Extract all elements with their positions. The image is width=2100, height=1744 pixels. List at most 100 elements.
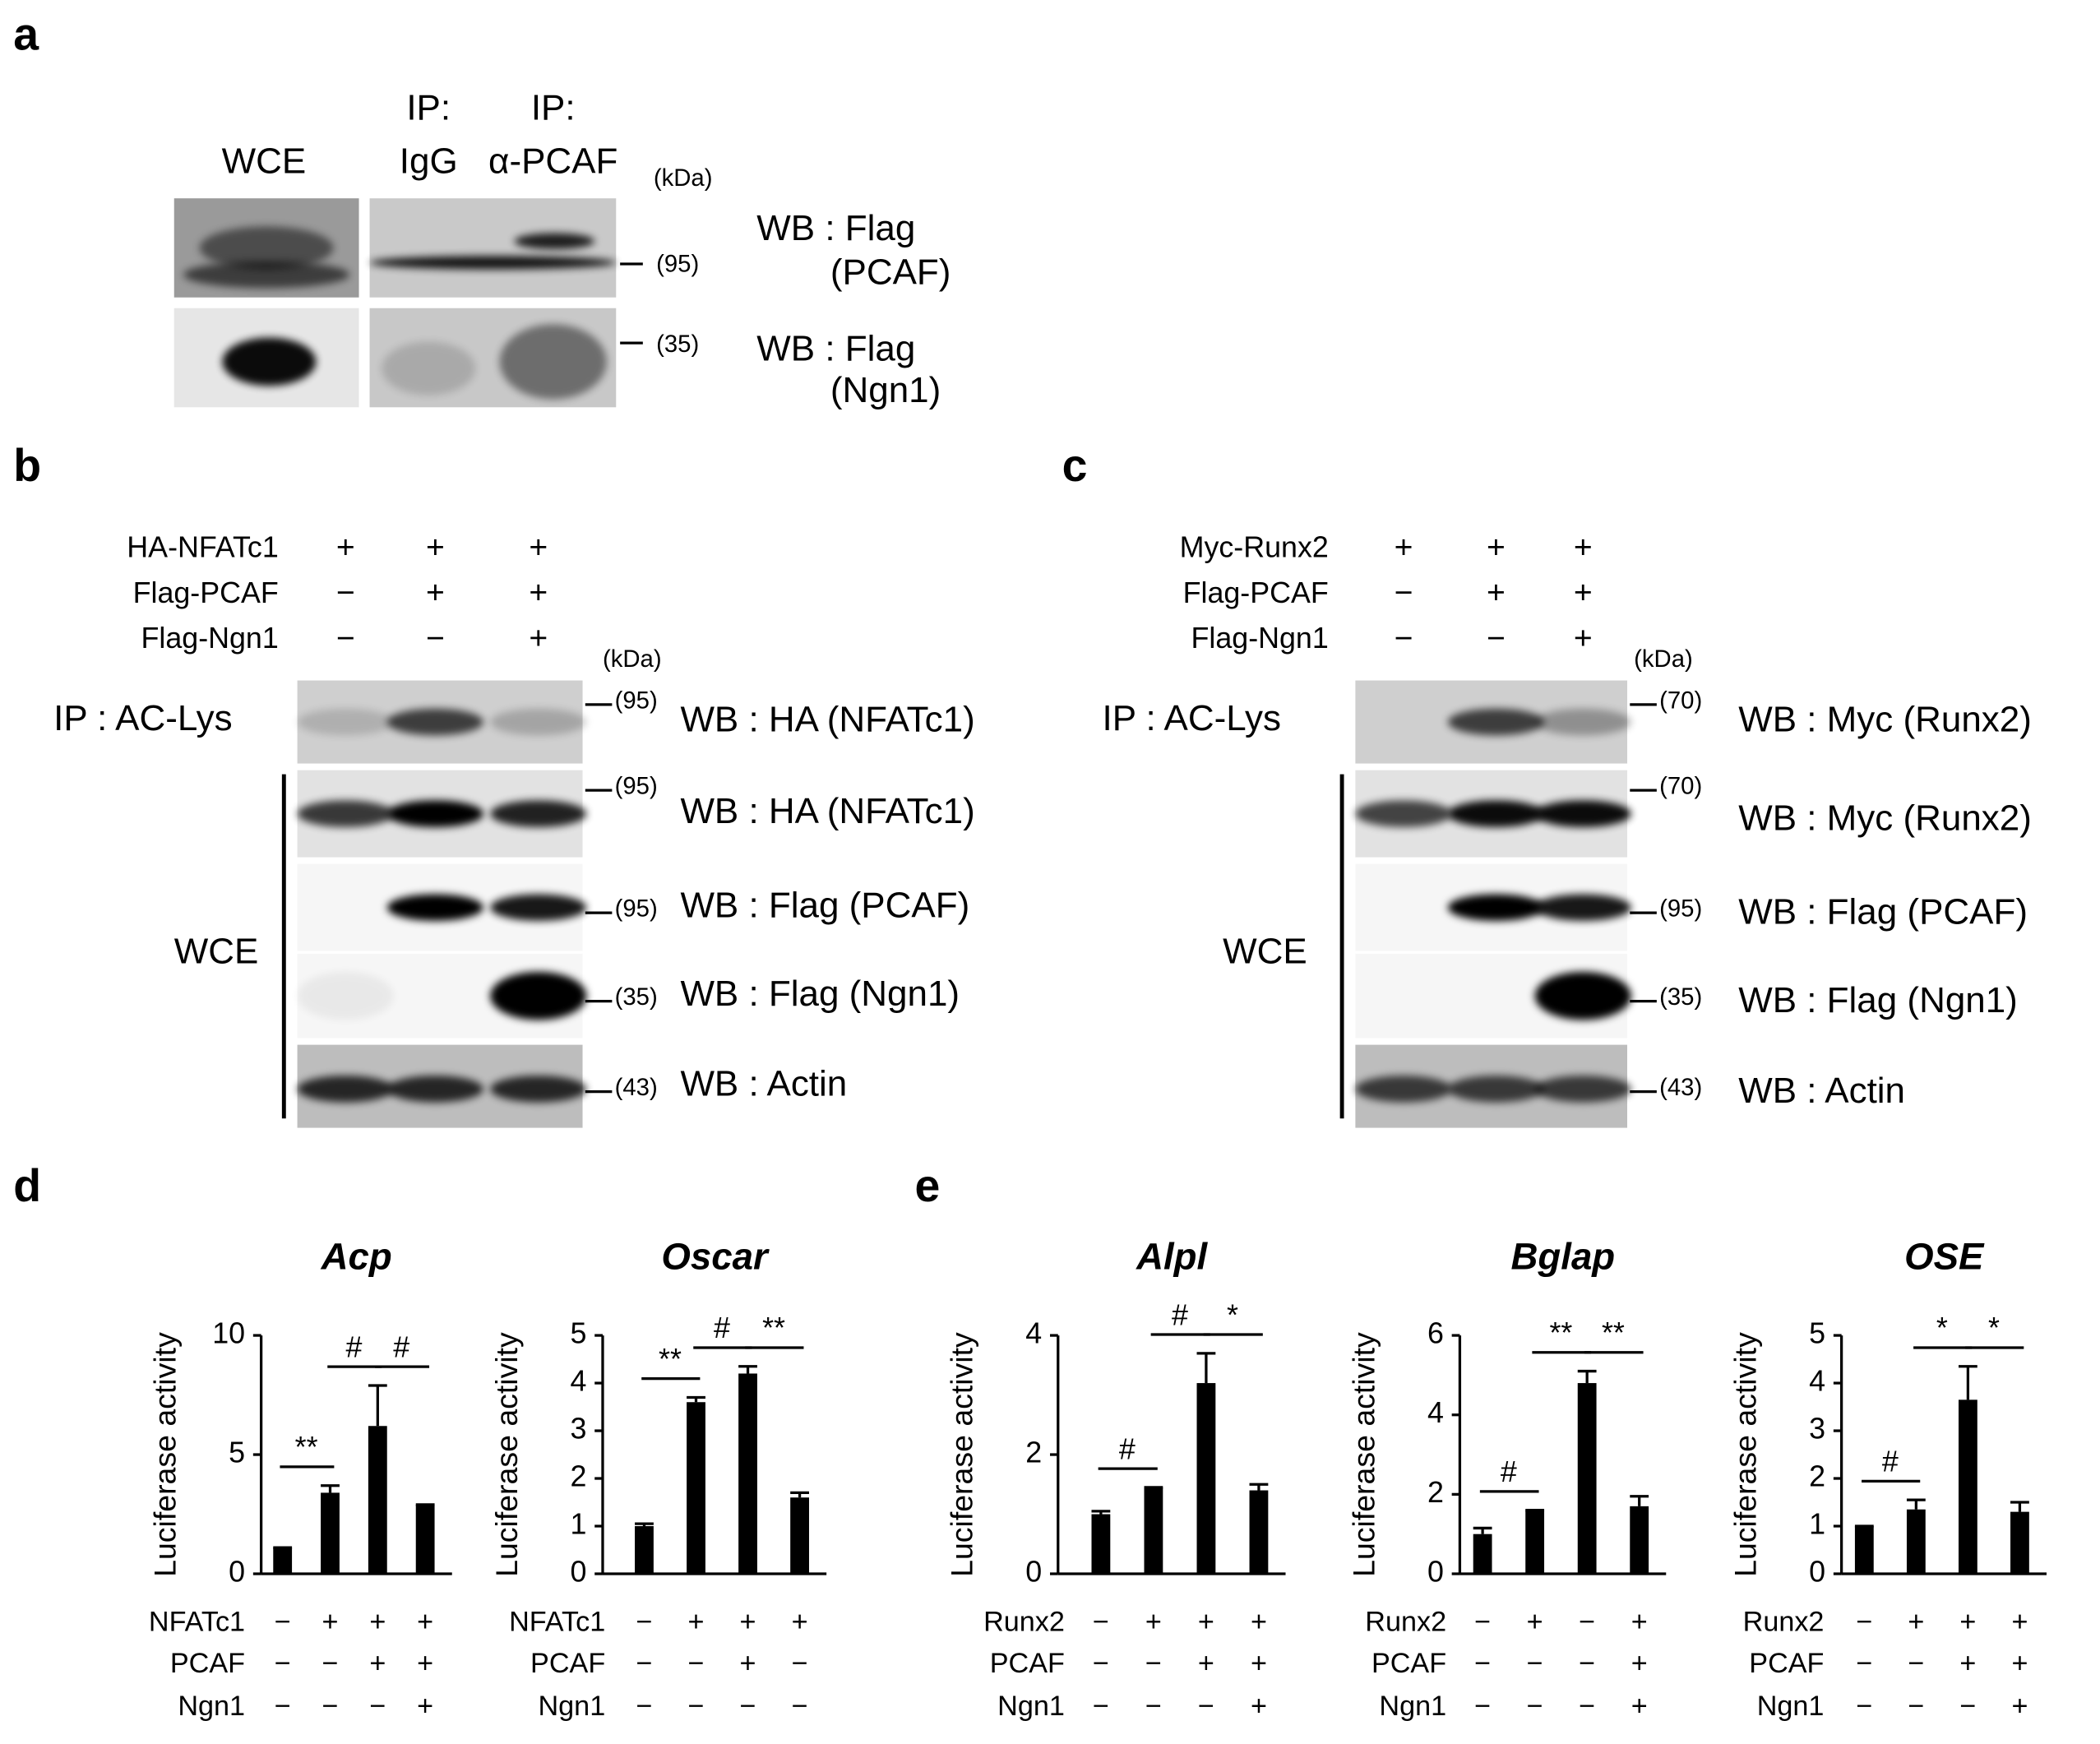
condition-sign: − [322, 1648, 339, 1679]
condition-sign: − [1908, 1648, 1924, 1679]
band [297, 971, 394, 1020]
condition-sign: − [275, 1691, 291, 1722]
condition-name: Ngn1 [538, 1691, 605, 1722]
y-axis-label: Luciferase activity [1346, 1332, 1381, 1577]
significance-label: ** [295, 1431, 318, 1464]
condition-sign: − [1579, 1648, 1595, 1679]
wb-label: WB : Actin [680, 1064, 847, 1104]
significance-label: * [1227, 1298, 1238, 1331]
condition-name: PCAF [170, 1648, 245, 1679]
condition-sign: − [792, 1648, 808, 1679]
panel-label: e [914, 1160, 940, 1211]
condition-name: Flag-PCAF [1183, 576, 1329, 609]
condition-sign: + [1251, 1606, 1267, 1637]
condition-name: Ngn1 [1757, 1691, 1825, 1722]
kda-marker: (95) [615, 773, 658, 800]
significance-label: # [1119, 1432, 1136, 1465]
band [1447, 1076, 1545, 1103]
y-tick-label: 0 [1809, 1555, 1825, 1588]
bar [1249, 1490, 1269, 1575]
condition-sign: + [1631, 1606, 1648, 1637]
condition-sign: + [740, 1648, 756, 1679]
panel-label: c [1062, 440, 1088, 491]
band [386, 800, 484, 827]
condition-sign: − [1579, 1606, 1595, 1637]
band [386, 1076, 484, 1103]
band [297, 800, 394, 827]
condition-sign: − [426, 621, 445, 656]
bar [368, 1426, 387, 1575]
condition-sign: + [336, 530, 355, 565]
significance-label: ** [762, 1311, 785, 1344]
condition-sign: + [1198, 1606, 1214, 1637]
band [369, 256, 617, 270]
band [297, 1076, 394, 1103]
band [1355, 1076, 1452, 1103]
bar [687, 1402, 705, 1575]
condition-name: Runx2 [1365, 1606, 1446, 1637]
condition-sign: + [426, 530, 445, 565]
condition-name: Ngn1 [178, 1691, 245, 1722]
chart-title: Oscar [661, 1235, 770, 1277]
y-axis-label: Luciferase activity [1728, 1332, 1763, 1577]
condition-sign: + [688, 1606, 705, 1637]
wb-target: (PCAF) [830, 252, 951, 293]
band [386, 894, 484, 921]
condition-sign: − [1474, 1691, 1491, 1722]
condition-sign: − [336, 621, 355, 656]
chart-title: Alpl [1136, 1235, 1208, 1277]
y-tick-label: 6 [1427, 1317, 1444, 1350]
condition-sign: + [1959, 1648, 1976, 1679]
condition-sign: − [1395, 621, 1413, 656]
condition-sign: − [336, 576, 355, 611]
condition-sign: + [1395, 530, 1413, 565]
y-axis-label: Luciferase activity [489, 1332, 524, 1577]
wb-label: WB : Actin [1738, 1071, 1905, 1111]
significance-label: # [714, 1311, 730, 1344]
condition-sign: + [529, 530, 548, 565]
condition-sign: + [2011, 1606, 2028, 1637]
band [490, 894, 587, 921]
panel-label: a [13, 8, 39, 59]
condition-sign: + [417, 1606, 433, 1637]
y-tick-label: 4 [570, 1365, 586, 1398]
condition-name: HA-NFATc1 [127, 530, 278, 563]
bar [415, 1504, 435, 1575]
condition-sign: + [417, 1691, 433, 1722]
band [222, 337, 317, 386]
condition-name: Flag-Ngn1 [1191, 622, 1329, 655]
band [183, 261, 350, 289]
condition-name: PCAF [530, 1648, 605, 1679]
condition-sign: + [1198, 1648, 1214, 1679]
unit-label: (kDa) [654, 164, 713, 192]
ip-label: IP : AC-Lys [1103, 698, 1281, 738]
condition-name: Ngn1 [997, 1691, 1065, 1722]
y-tick-label: 4 [1427, 1396, 1444, 1429]
bar [2010, 1511, 2029, 1575]
significance-label: * [1936, 1311, 1948, 1344]
condition-sign: − [688, 1691, 705, 1722]
condition-name: Myc-Runx2 [1180, 530, 1329, 563]
condition-sign: + [1487, 530, 1506, 565]
band [1447, 708, 1545, 736]
condition-sign: − [1579, 1691, 1595, 1722]
wb-label: WB : Flag (Ngn1) [680, 974, 960, 1014]
y-tick-label: 0 [1427, 1555, 1444, 1588]
wb-label: WB : Flag (PCAF) [680, 885, 969, 925]
bar [1906, 1509, 1926, 1575]
lane-label: IgG [400, 141, 458, 181]
wb-label: WB : Flag (Ngn1) [1738, 980, 2018, 1020]
condition-sign: + [1487, 576, 1506, 611]
y-tick-label: 1 [1809, 1507, 1825, 1540]
lane-label: α-PCAF [488, 141, 618, 181]
condition-sign: − [1959, 1691, 1976, 1722]
bar [1196, 1383, 1216, 1575]
condition-sign: + [1251, 1691, 1267, 1722]
condition-sign: − [636, 1691, 652, 1722]
condition-sign: − [1474, 1648, 1491, 1679]
condition-sign: + [1908, 1606, 1924, 1637]
condition-name: Ngn1 [1379, 1691, 1446, 1722]
condition-sign: + [1631, 1648, 1648, 1679]
band [1355, 800, 1452, 827]
condition-sign: + [529, 576, 548, 611]
